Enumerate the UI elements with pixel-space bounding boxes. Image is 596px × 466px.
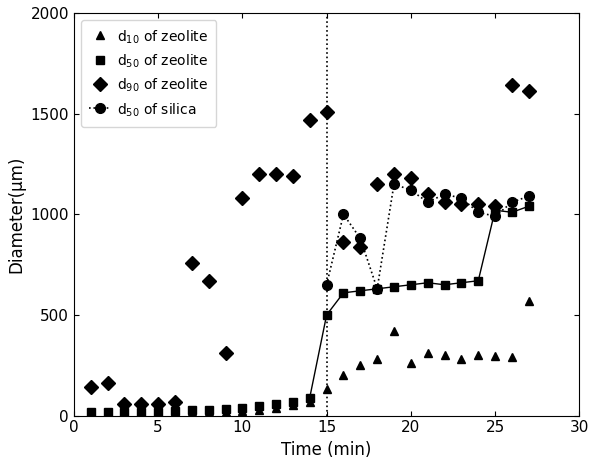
d$_{10}$ of zeolite — [492, 353, 499, 359]
d$_{10}$ of zeolite — [222, 409, 229, 414]
d$_{90}$ of zeolite — [222, 350, 229, 356]
d$_{10}$ of zeolite — [121, 410, 128, 415]
d$_{10}$ of zeolite — [424, 350, 432, 356]
d$_{10}$ of zeolite — [87, 410, 94, 415]
d$_{50}$ of zeolite — [154, 409, 162, 414]
d$_{90}$ of zeolite — [458, 201, 465, 207]
d$_{90}$ of zeolite — [424, 192, 432, 197]
Line: d$_{50}$ of silica: d$_{50}$ of silica — [322, 179, 533, 294]
d$_{90}$ of zeolite — [357, 244, 364, 249]
d$_{10}$ of zeolite — [239, 408, 246, 413]
d$_{10}$ of zeolite — [323, 387, 330, 392]
d$_{90}$ of zeolite — [492, 204, 499, 209]
d$_{50}$ of silica — [474, 210, 482, 215]
d$_{50}$ of silica — [390, 181, 398, 187]
d$_{50}$ of silica — [323, 282, 330, 288]
d$_{90}$ of zeolite — [154, 401, 162, 406]
Y-axis label: Diameter(μm): Diameter(μm) — [7, 156, 25, 273]
d$_{10}$ of zeolite — [306, 399, 313, 404]
d$_{50}$ of zeolite — [87, 409, 94, 414]
d$_{90}$ of zeolite — [272, 171, 280, 177]
d$_{10}$ of zeolite — [390, 328, 398, 334]
d$_{90}$ of zeolite — [306, 117, 313, 123]
d$_{50}$ of silica — [441, 192, 448, 197]
d$_{90}$ of zeolite — [172, 399, 179, 404]
d$_{10}$ of zeolite — [407, 361, 414, 366]
d$_{10}$ of zeolite — [525, 298, 532, 304]
d$_{50}$ of zeolite — [239, 405, 246, 411]
d$_{90}$ of zeolite — [256, 171, 263, 177]
d$_{90}$ of zeolite — [239, 195, 246, 201]
d$_{50}$ of silica — [525, 193, 532, 199]
d$_{50}$ of silica — [424, 199, 432, 205]
d$_{10}$ of zeolite — [508, 355, 516, 360]
d$_{90}$ of zeolite — [121, 401, 128, 406]
d$_{50}$ of zeolite — [256, 403, 263, 408]
d$_{50}$ of silica — [340, 212, 347, 217]
d$_{10}$ of zeolite — [340, 373, 347, 378]
d$_{50}$ of zeolite — [205, 407, 212, 412]
d$_{50}$ of zeolite — [272, 401, 280, 406]
d$_{10}$ of zeolite — [205, 409, 212, 414]
d$_{10}$ of zeolite — [474, 352, 482, 358]
d$_{50}$ of silica — [492, 213, 499, 219]
d$_{90}$ of zeolite — [205, 278, 212, 283]
d$_{50}$ of zeolite — [138, 409, 145, 414]
Line: d$_{90}$ of zeolite: d$_{90}$ of zeolite — [86, 81, 533, 408]
Legend: d$_{10}$ of zeolite, d$_{50}$ of zeolite, d$_{90}$ of zeolite, d$_{50}$ of silic: d$_{10}$ of zeolite, d$_{50}$ of zeolite… — [81, 20, 216, 127]
d$_{10}$ of zeolite — [272, 405, 280, 411]
d$_{10}$ of zeolite — [172, 410, 179, 415]
d$_{50}$ of silica — [407, 187, 414, 193]
d$_{90}$ of zeolite — [138, 401, 145, 406]
d$_{90}$ of zeolite — [188, 260, 195, 266]
d$_{50}$ of zeolite — [104, 409, 111, 414]
d$_{10}$ of zeolite — [458, 356, 465, 362]
d$_{90}$ of zeolite — [340, 240, 347, 245]
d$_{50}$ of zeolite — [222, 406, 229, 411]
d$_{10}$ of zeolite — [256, 407, 263, 412]
d$_{90}$ of zeolite — [104, 381, 111, 386]
d$_{50}$ of zeolite — [121, 409, 128, 414]
d$_{50}$ of zeolite — [188, 407, 195, 412]
X-axis label: Time (min): Time (min) — [281, 441, 372, 459]
d$_{90}$ of zeolite — [407, 175, 414, 181]
d$_{10}$ of zeolite — [188, 409, 195, 414]
d$_{10}$ of zeolite — [374, 356, 381, 362]
d$_{90}$ of zeolite — [441, 199, 448, 205]
Line: d$_{10}$ of zeolite: d$_{10}$ of zeolite — [86, 297, 533, 417]
d$_{10}$ of zeolite — [138, 410, 145, 415]
d$_{90}$ of zeolite — [525, 89, 532, 94]
d$_{10}$ of zeolite — [154, 410, 162, 415]
d$_{90}$ of zeolite — [87, 384, 94, 390]
d$_{50}$ of silica — [357, 236, 364, 241]
d$_{90}$ of zeolite — [289, 173, 296, 179]
d$_{10}$ of zeolite — [441, 352, 448, 358]
d$_{50}$ of silica — [458, 195, 465, 201]
d$_{90}$ of zeolite — [374, 181, 381, 187]
d$_{50}$ of silica — [508, 199, 516, 205]
d$_{90}$ of zeolite — [390, 171, 398, 177]
d$_{50}$ of zeolite — [289, 399, 296, 404]
d$_{10}$ of zeolite — [289, 402, 296, 407]
d$_{50}$ of silica — [374, 286, 381, 292]
d$_{50}$ of zeolite — [172, 408, 179, 413]
d$_{90}$ of zeolite — [323, 109, 330, 114]
Line: d$_{50}$ of zeolite: d$_{50}$ of zeolite — [86, 397, 297, 416]
d$_{10}$ of zeolite — [357, 363, 364, 368]
d$_{90}$ of zeolite — [474, 201, 482, 207]
d$_{90}$ of zeolite — [508, 82, 516, 88]
d$_{10}$ of zeolite — [104, 410, 111, 415]
